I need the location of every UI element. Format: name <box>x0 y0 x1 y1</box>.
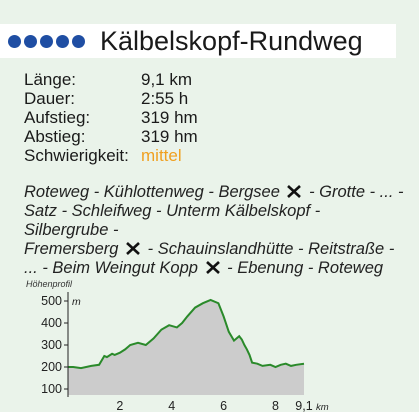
difficulty-value: mittel <box>141 146 182 165</box>
facts-list: Länge: 9,1 km Dauer: 2:55 h Aufstieg: 31… <box>24 70 198 165</box>
fact-label: Abstieg: <box>24 127 86 146</box>
dot-icon <box>72 35 85 48</box>
y-tick-label: 400 <box>41 316 62 330</box>
elevation-area <box>68 299 304 395</box>
route-segment: ... - Beim Weingut Kopp <box>24 259 203 277</box>
route-segment: - Ebenung - Roteweg <box>222 259 384 277</box>
fact-value: 9,1 km <box>141 70 193 89</box>
x-axis-unit: km <box>316 402 329 412</box>
fact-label: Dauer: <box>24 89 76 108</box>
fork-knife-icon <box>287 185 302 198</box>
fact-label: Schwierigkeit: <box>24 146 129 165</box>
fact-value: 319 hm <box>141 127 198 146</box>
fact-label: Aufstieg: <box>24 108 91 127</box>
x-tick-label: 4 <box>168 399 175 412</box>
route-segment: Satz - Schleifweg - Unterm Kälbelskopf -… <box>24 202 321 239</box>
difficulty-dots <box>8 35 85 48</box>
y-tick-label: 100 <box>41 382 62 396</box>
route-segment: - Grotte - ... - <box>304 183 404 201</box>
profile-label: Höhenprofil <box>26 279 73 289</box>
fact-row: Länge: 9,1 km <box>24 70 198 89</box>
fact-row: Dauer: 2:55 h <box>24 89 198 108</box>
fact-value: 319 hm <box>141 108 198 127</box>
elevation-line <box>68 298 305 370</box>
route-line: Satz - Schleifweg - Unterm Kälbelskopf -… <box>24 202 404 240</box>
dot-icon <box>56 35 69 48</box>
fork-knife-icon <box>126 242 140 255</box>
route-segment: - Schauinslandhütte - Reitstraße - <box>143 240 395 258</box>
fact-value: 2:55 h <box>141 89 189 108</box>
x-tick-label: 8 <box>272 399 279 412</box>
fact-row: Aufstieg: 319 hm <box>24 108 198 127</box>
route-segment: Fremersberg <box>24 240 124 258</box>
dot-icon <box>24 35 37 48</box>
x-tick-label: 2 <box>116 399 123 412</box>
route-segment: Roteweg - Kühlottenweg - Bergsee <box>24 183 285 201</box>
fact-label: Länge: <box>24 70 76 89</box>
y-axis-unit: m <box>72 296 81 308</box>
y-tick-label: 500 <box>41 294 62 308</box>
title-bar: Kälbelskopf-Rundweg <box>0 24 396 58</box>
fork-knife-icon <box>205 261 220 274</box>
route-line: ... - Beim Weingut Kopp - Ebenung - Rote… <box>24 259 404 278</box>
x-tick-label: 6 <box>220 399 227 412</box>
elevation-profile-chart: 100 200 300 400 500 m 2 4 6 8 9,1 km <box>41 292 329 412</box>
route-line: Roteweg - Kühlottenweg - Bergsee - Grott… <box>24 183 404 202</box>
page-title: Kälbelskopf-Rundweg <box>100 26 363 56</box>
y-tick-label: 300 <box>41 338 62 352</box>
fact-row: Abstieg: 319 hm <box>24 127 198 146</box>
route-line: Fremersberg - Schauinslandhütte - Reitst… <box>24 240 404 259</box>
dot-icon <box>40 35 53 48</box>
route-description: Roteweg - Kühlottenweg - Bergsee - Grott… <box>24 183 404 278</box>
x-tick-label: 9,1 <box>295 399 312 412</box>
dot-icon <box>8 35 21 48</box>
y-tick-label: 200 <box>41 360 62 374</box>
fact-row: Schwierigkeit: mittel <box>24 146 198 165</box>
